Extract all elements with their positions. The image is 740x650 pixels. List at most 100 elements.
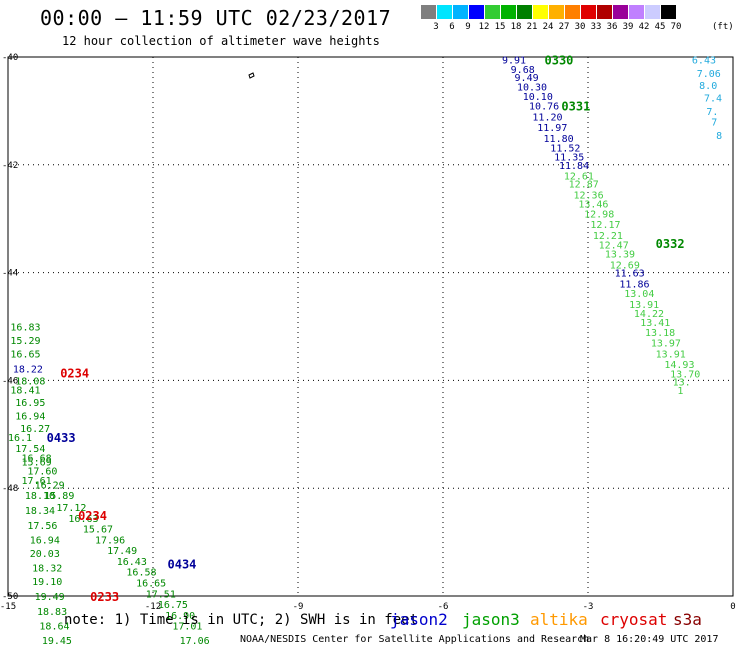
legend-swatch — [517, 5, 533, 19]
wave-height-value: 20.03 — [30, 549, 60, 560]
wave-height-value: 7. — [706, 107, 718, 118]
legend-labels: 3 6 9 12 15 18 21 24 27 30 33 36 39 42 45 70 — [421, 22, 740, 34]
wave-height-value: 18.41 — [10, 386, 40, 397]
x-tick-label: -9 — [293, 602, 304, 612]
wave-height-value: 10.10 — [523, 92, 553, 103]
wave-height-value: 19.10 — [32, 577, 62, 588]
legend-swatch — [485, 5, 501, 19]
y-tick-label: -44 — [2, 269, 18, 279]
legend-label: 39 — [622, 22, 634, 32]
wave-height-value: 19.49 — [35, 592, 65, 603]
legend-label: 42 — [638, 22, 650, 32]
wave-height-value: 17.49 — [107, 546, 137, 557]
legend-swatch — [613, 5, 629, 19]
pass-time-label: 0434 — [168, 558, 197, 572]
page-subtitle: 12 hour collection of altimeter wave hei… — [62, 34, 380, 48]
wave-height-value: 18.22 — [13, 365, 43, 376]
wave-height-value: 17.01 — [172, 622, 202, 633]
wave-height-value: 16.95 — [15, 398, 45, 409]
wave-height-value: 14.22 — [634, 309, 664, 320]
y-tick-label: -48 — [2, 484, 18, 494]
legend-swatch — [501, 5, 517, 19]
wave-height-value: 12.21 — [593, 231, 623, 242]
footer-credit: NOAA/NESDIS Center for Satellite Applica… — [240, 634, 590, 645]
wave-height-value: 9.49 — [515, 73, 539, 84]
x-tick-label: -15 — [0, 602, 16, 612]
wave-height-value: 10.76 — [529, 102, 559, 113]
wave-height-value: 16.43 — [117, 557, 147, 568]
wave-height-value: 16.68 — [22, 453, 52, 464]
wave-height-value: 6.43 — [692, 56, 716, 67]
pass-time-label: 0330 — [545, 54, 574, 68]
wave-height-value: 13.04 — [624, 289, 654, 300]
wave-height-value: 16.94 — [15, 411, 45, 422]
page-title: 00:00 – 11:59 UTC 02/23/2017 — [40, 6, 392, 30]
wave-height-value: 12.47 — [599, 241, 629, 252]
wave-height-value: 16.94 — [30, 535, 60, 546]
wave-height-value: 13.41 — [640, 318, 670, 329]
wave-height-value: 13.97 — [651, 339, 681, 350]
pass-time-label: 0433 — [47, 431, 76, 445]
satellite-altika-label: altika — [530, 610, 588, 629]
legend-swatch — [581, 5, 597, 19]
wave-height-value: 16.58 — [126, 568, 156, 579]
wave-height-value: 7.06 — [697, 69, 721, 80]
x-tick-label: -12 — [145, 602, 161, 612]
wave-height-value: 16.27 — [20, 424, 50, 435]
legend-swatch — [469, 5, 485, 19]
wave-height-value: 15.69 — [22, 457, 52, 468]
wave-height-value: 16.75 — [158, 600, 188, 611]
wave-height-color-legend — [421, 5, 677, 19]
wave-height-value: 12.61 — [564, 172, 594, 183]
wave-height-value: 19.45 — [42, 636, 72, 647]
legend-label: 21 — [526, 22, 538, 32]
map-frame — [7, 56, 734, 597]
satellite-jason2-label: jason2 — [390, 610, 448, 629]
legend-label: 27 — [558, 22, 570, 32]
legend-label: 12 — [478, 22, 490, 32]
wave-height-value: 17.61 — [22, 476, 52, 487]
island-outline — [248, 72, 255, 79]
x-tick-label: -6 — [438, 602, 449, 612]
satellite-jason3-label: jason3 — [462, 610, 520, 629]
legend-swatch — [533, 5, 549, 19]
wave-height-value: 16.1 — [8, 433, 32, 444]
wave-height-value: 7 — [711, 118, 717, 129]
wave-height-value: 16.90 — [165, 611, 195, 622]
wave-height-value: 17.54 — [15, 444, 45, 455]
wave-height-value: 11.52 — [550, 144, 580, 155]
wave-height-value: 16.83 — [10, 323, 40, 334]
wave-height-value: 17.12 — [56, 503, 86, 514]
wave-height-value: 16.29 — [35, 480, 65, 491]
wave-height-value: 11.84 — [559, 161, 589, 172]
legend-label: 70 — [670, 22, 682, 32]
wave-height-value: 8 — [716, 131, 722, 142]
legend-swatch — [437, 5, 453, 19]
wave-height-value: 9.91 — [502, 56, 526, 67]
wave-height-value: 15.89 — [44, 491, 74, 502]
wave-height-value: 12.87 — [569, 180, 599, 191]
legend-label: 9 — [465, 22, 471, 32]
wave-height-value: 13.39 — [605, 250, 635, 261]
wave-height-value: 18.83 — [37, 607, 67, 618]
legend-swatch — [453, 5, 469, 19]
pass-time-label: 0331 — [561, 100, 590, 114]
legend-label: 6 — [449, 22, 455, 32]
legend-swatch — [629, 5, 645, 19]
legend-swatch — [421, 5, 437, 19]
legend-label: 30 — [574, 22, 586, 32]
legend-label: 24 — [542, 22, 554, 32]
wave-height-value: 14.93 — [664, 360, 694, 371]
wave-height-value: 12.36 — [574, 190, 604, 201]
legend-swatch — [565, 5, 581, 19]
wave-height-value: 13.46 — [578, 200, 608, 211]
wave-height-value: 12.69 — [610, 261, 640, 272]
satellite-s3a-label: s3a — [673, 610, 702, 629]
legend-label: 33 — [590, 22, 602, 32]
wave-height-value: 17.06 — [180, 636, 210, 647]
y-tick-label: -40 — [2, 53, 18, 63]
legend-label: 36 — [606, 22, 618, 32]
wave-height-value: 9.68 — [511, 65, 535, 76]
